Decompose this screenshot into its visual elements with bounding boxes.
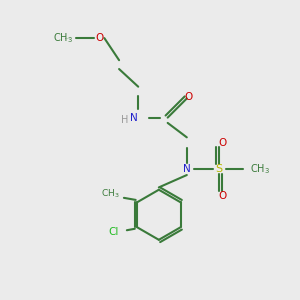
Text: H: H <box>121 115 129 125</box>
Text: O: O <box>96 33 104 43</box>
Text: Cl: Cl <box>108 227 119 237</box>
Text: S: S <box>216 164 223 174</box>
Text: O: O <box>219 138 227 148</box>
Text: methoxy: methoxy <box>64 38 71 39</box>
Text: N: N <box>183 164 191 174</box>
Text: CH$_3$: CH$_3$ <box>53 31 73 45</box>
Text: N: N <box>130 112 138 123</box>
Text: O: O <box>184 92 192 102</box>
Text: CH$_3$: CH$_3$ <box>101 187 120 200</box>
Text: CH$_3$: CH$_3$ <box>250 162 270 176</box>
Text: O: O <box>219 190 227 201</box>
